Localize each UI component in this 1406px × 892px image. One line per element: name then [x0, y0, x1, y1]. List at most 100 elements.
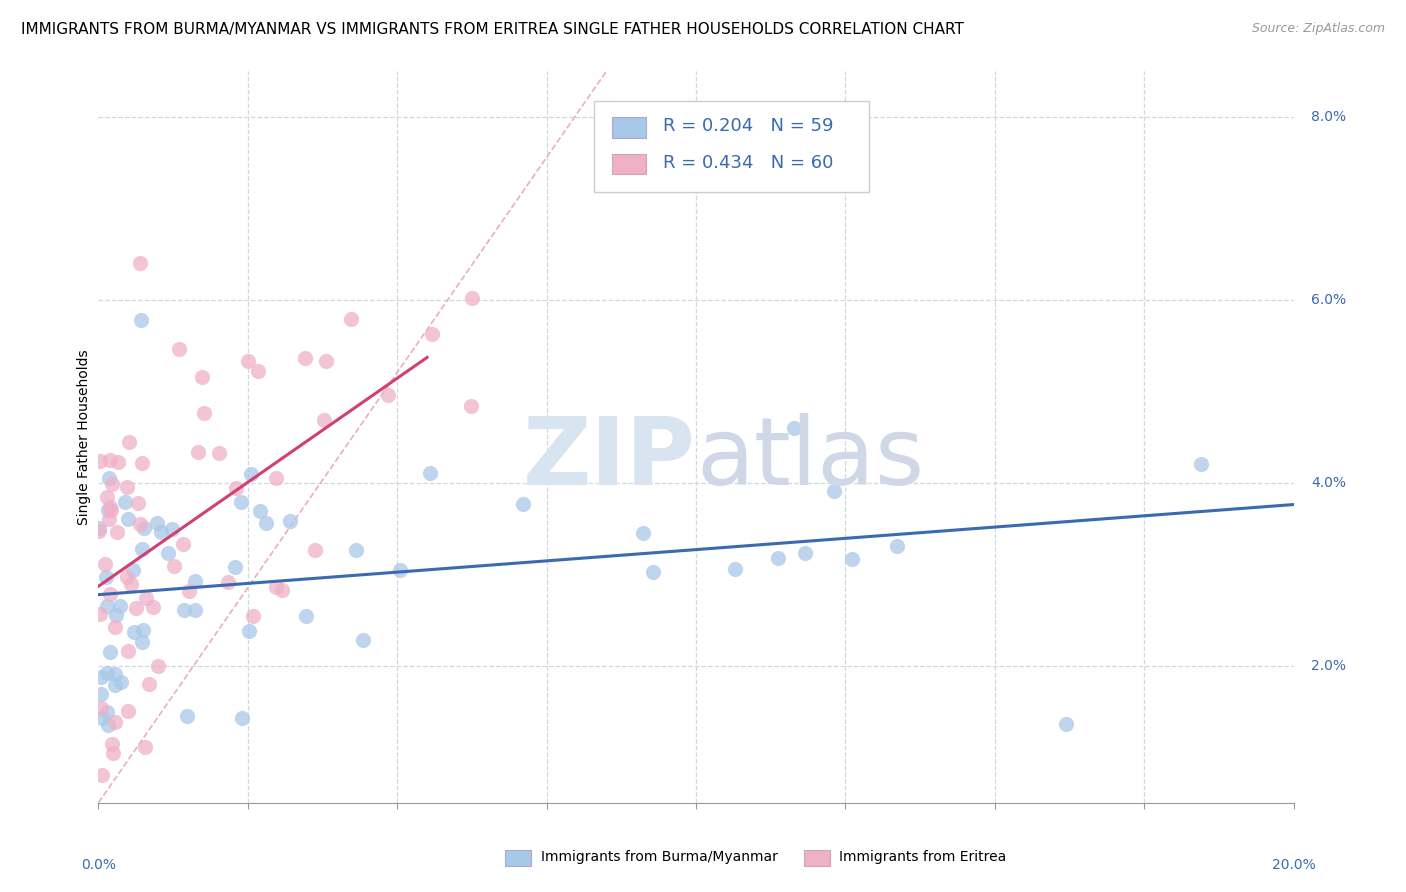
Point: [135, 591, 157, 606]
Point: [229, 494, 252, 508]
Point: [90, 711, 112, 725]
Point: [160, 522, 183, 536]
Point: [208, 445, 231, 459]
Point: [117, 704, 139, 718]
Text: Immigrants from Eritrea: Immigrants from Eritrea: [839, 850, 1007, 864]
FancyBboxPatch shape: [613, 118, 645, 138]
Point: [110, 675, 132, 690]
Text: 20.0%: 20.0%: [1271, 858, 1316, 871]
Point: [183, 574, 205, 588]
Point: [98, 512, 121, 526]
Text: Source: ZipAtlas.com: Source: ZipAtlas.com: [1251, 22, 1385, 36]
Point: [377, 388, 399, 402]
Point: [146, 516, 169, 530]
Point: [724, 561, 747, 575]
Point: [264, 580, 287, 594]
Point: [344, 543, 367, 558]
Text: IMMIGRANTS FROM BURMA/MYANMAR VS IMMIGRANTS FROM ERITREA SINGLE FATHER HOUSEHOLD: IMMIGRANTS FROM BURMA/MYANMAR VS IMMIGRA…: [21, 22, 965, 37]
Point: [105, 524, 128, 539]
Point: [89, 454, 111, 468]
Point: [104, 620, 127, 634]
Point: [97, 503, 120, 517]
Point: [131, 542, 153, 557]
FancyBboxPatch shape: [613, 154, 645, 175]
Point: [783, 420, 806, 434]
Point: [94, 558, 117, 572]
Text: 2.0%: 2.0%: [1312, 658, 1347, 673]
Point: [104, 678, 127, 692]
Text: 4.0%: 4.0%: [1312, 475, 1347, 490]
Point: [104, 714, 127, 729]
Point: [793, 545, 815, 559]
Point: [340, 311, 363, 326]
Point: [114, 495, 136, 509]
Point: [129, 256, 152, 270]
Point: [132, 521, 155, 535]
Point: [134, 740, 156, 755]
Point: [304, 543, 326, 558]
Point: [118, 435, 141, 450]
Text: R = 0.434   N = 60: R = 0.434 N = 60: [662, 153, 832, 172]
Point: [388, 563, 411, 577]
Point: [96, 599, 118, 613]
Point: [886, 539, 908, 553]
Point: [101, 737, 124, 751]
Point: [1189, 457, 1212, 471]
Point: [461, 291, 484, 305]
Point: [163, 559, 186, 574]
Text: 8.0%: 8.0%: [1312, 110, 1347, 124]
Point: [148, 658, 170, 673]
Point: [101, 477, 124, 491]
Point: [242, 608, 264, 623]
Text: 6.0%: 6.0%: [1312, 293, 1347, 307]
Text: R = 0.204   N = 59: R = 0.204 N = 59: [662, 117, 832, 136]
Point: [96, 666, 118, 681]
Point: [104, 607, 127, 622]
Point: [217, 575, 239, 590]
Point: [90, 687, 112, 701]
Point: [115, 480, 138, 494]
Point: [157, 546, 180, 560]
Point: [315, 354, 337, 368]
Point: [224, 559, 246, 574]
Point: [117, 511, 139, 525]
Point: [254, 516, 277, 530]
Point: [512, 497, 534, 511]
Point: [167, 342, 190, 356]
Point: [89, 521, 111, 535]
Point: [249, 504, 271, 518]
Point: [98, 470, 121, 484]
Point: [122, 624, 145, 639]
Point: [104, 667, 127, 681]
Point: [240, 467, 263, 481]
Point: [766, 551, 789, 566]
Point: [131, 456, 153, 470]
Point: [294, 351, 316, 366]
Point: [132, 623, 155, 637]
Point: [100, 503, 122, 517]
Point: [231, 711, 253, 725]
Point: [193, 406, 215, 420]
Point: [138, 677, 160, 691]
Point: [295, 609, 318, 624]
Point: [641, 565, 664, 579]
FancyBboxPatch shape: [505, 849, 531, 866]
Point: [90, 670, 112, 684]
Text: ZIP: ZIP: [523, 413, 696, 505]
Point: [90, 700, 112, 714]
FancyBboxPatch shape: [595, 101, 869, 192]
Point: [179, 584, 201, 599]
Point: [173, 603, 195, 617]
Point: [238, 624, 260, 638]
Point: [183, 602, 205, 616]
Y-axis label: Single Father Households: Single Father Households: [77, 350, 91, 524]
Point: [110, 599, 132, 613]
Point: [633, 526, 655, 541]
Point: [187, 445, 209, 459]
Point: [419, 467, 441, 481]
Text: atlas: atlas: [696, 413, 924, 505]
FancyBboxPatch shape: [804, 849, 830, 866]
Text: 0.0%: 0.0%: [82, 858, 115, 871]
Point: [1054, 717, 1077, 731]
Point: [172, 537, 194, 551]
